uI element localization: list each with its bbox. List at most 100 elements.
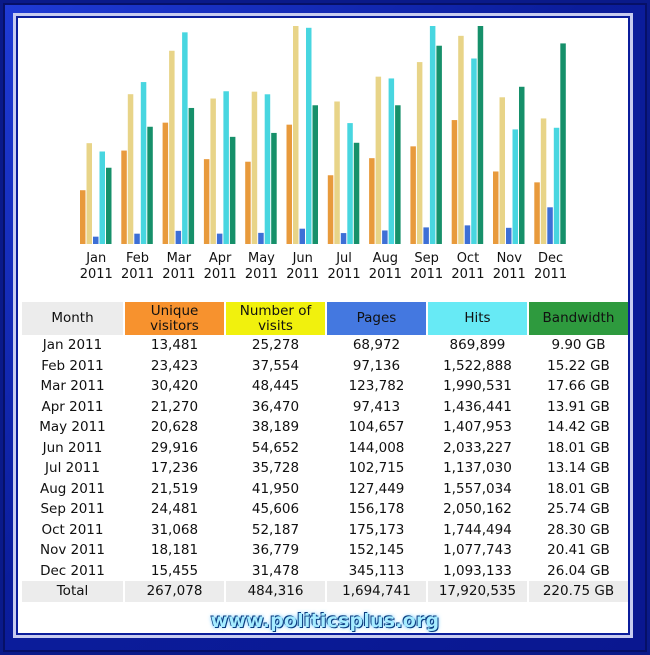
total-month: Total	[22, 581, 124, 602]
bar-unique-visitors-jul	[327, 175, 334, 244]
table-row: Oct 2011 31,068 52,187 175,173 1,744,494 28.3…	[22, 520, 628, 541]
x-tick-label: May	[248, 251, 275, 266]
bar-pages-jan	[93, 236, 99, 244]
cell-bandwidth: 25.74 GB	[547, 501, 610, 518]
cell-hits: 1,137,030	[443, 460, 512, 477]
cell-visitors: 21,519	[150, 480, 199, 497]
monthly-history-chart: Jan2011Feb2011Mar2011Apr2011May2011Jun20…	[80, 26, 567, 282]
x-tick-year-label: 2011	[162, 267, 195, 282]
total-bandwidth: 220.75 GB	[528, 581, 628, 602]
site-watermark: www.politicsplus.org	[210, 610, 440, 632]
header-unique-visitors: Unique visitors	[125, 302, 224, 335]
cell-visits: 54,652	[251, 439, 300, 456]
cell-visitors: 21,270	[150, 398, 199, 415]
bar-pages-sep	[423, 227, 429, 244]
monthly-stats-table: Month Unique visitors Number of visits P…	[20, 302, 630, 602]
bar-bandwidth-aug	[395, 105, 401, 245]
x-tick-year-label: 2011	[534, 267, 567, 282]
bar-number-of-visits-apr	[210, 98, 216, 244]
bar-unique-visitors-oct	[451, 120, 458, 244]
cell-visitors: 13,481	[150, 337, 199, 354]
cell-visits: 37,554	[251, 357, 300, 374]
cell-pages: 97,413	[352, 398, 401, 415]
cell-visits: 35,728	[251, 460, 300, 477]
cell-hits: 1,557,034	[443, 480, 512, 497]
bar-hits-may	[264, 94, 271, 244]
bar-bandwidth-nov	[519, 86, 525, 244]
bar-number-of-visits-jul	[334, 101, 340, 244]
x-tick-label: Apr	[209, 251, 232, 266]
x-tick-year-label: 2011	[410, 267, 443, 282]
x-tick-year-label: 2011	[245, 267, 278, 282]
bar-hits-jul	[347, 123, 353, 244]
table-row: Jan 2011 13,481 25,278 68,972 869,899 9.90 GB	[22, 335, 628, 356]
cell-pages: 144,008	[348, 439, 405, 456]
header-month: Month	[22, 302, 124, 335]
bar-hits-jun	[306, 27, 312, 244]
table-row: Jul 2011 17,236 35,728 102,715 1,137,030 13.1…	[22, 458, 628, 479]
cell-pages: 102,715	[348, 460, 405, 477]
bar-unique-visitors-may	[245, 161, 251, 244]
bar-bandwidth-dec	[560, 43, 566, 245]
x-tick-label: Jul	[335, 251, 352, 266]
header-hits: Hits	[427, 302, 527, 335]
cell-visits: 52,187	[251, 521, 300, 538]
bar-unique-visitors-sep	[410, 146, 416, 244]
table-row: May 2011 20,628 38,189 104,657 1,407,953 14.4…	[22, 417, 628, 438]
bar-number-of-visits-dec	[540, 118, 547, 244]
bar-bandwidth-jul	[353, 142, 360, 244]
bar-unique-visitors-apr	[203, 159, 210, 244]
bar-hits-mar	[182, 32, 188, 244]
bar-hits-jan	[99, 151, 105, 244]
bar-pages-jun	[299, 228, 305, 244]
bar-hits-nov	[512, 129, 518, 244]
cell-visits: 41,950	[251, 480, 300, 497]
bar-unique-visitors-jan	[80, 190, 86, 244]
bar-pages-jul	[340, 233, 347, 244]
x-tick-year-label: 2011	[451, 267, 484, 282]
cell-month: Feb 2011	[41, 357, 104, 374]
cell-month: Jun 2011	[42, 439, 103, 456]
cell-visitors: 30,420	[150, 378, 199, 395]
cell-bandwidth: 13.14 GB	[547, 460, 610, 477]
bar-hits-apr	[223, 91, 229, 244]
cell-month: Dec 2011	[40, 562, 105, 579]
bar-bandwidth-feb	[147, 126, 153, 244]
bar-unique-visitors-dec	[534, 182, 540, 244]
bar-unique-visitors-mar	[162, 122, 169, 244]
x-tick-label: Sep	[414, 251, 439, 266]
bar-bandwidth-oct	[477, 26, 484, 244]
cell-hits: 1,522,888	[443, 357, 512, 374]
cell-bandwidth: 14.42 GB	[547, 419, 610, 436]
x-tick-label: Jan	[85, 251, 106, 266]
cell-pages: 152,145	[348, 542, 405, 559]
header-bandwidth: Bandwidth	[528, 302, 628, 335]
cell-hits: 1,093,133	[443, 562, 512, 579]
x-tick-year-label: 2011	[80, 267, 113, 282]
bar-number-of-visits-oct	[458, 35, 464, 244]
cell-visitors: 17,236	[150, 460, 199, 477]
cell-visitors: 18,181	[150, 542, 199, 559]
table-row: Dec 2011 15,455 31,478 345,113 1,093,133 26.0…	[22, 561, 628, 582]
bar-hits-dec	[553, 127, 560, 244]
bar-hits-feb	[140, 82, 147, 245]
bar-number-of-visits-jun	[293, 26, 299, 244]
total-visitors: 267,078	[125, 581, 224, 602]
header-number-of-visits: Number of visits	[226, 302, 325, 335]
x-tick-year-label: 2011	[493, 267, 526, 282]
bar-bandwidth-jun	[312, 105, 318, 245]
cell-pages: 97,136	[352, 357, 401, 374]
bar-bandwidth-jan	[106, 167, 112, 244]
table-row: Jun 2011 29,916 54,652 144,008 2,033,227 18.0…	[22, 438, 628, 459]
cell-month: Mar 2011	[40, 378, 105, 395]
cell-visitors: 24,481	[150, 501, 199, 518]
bar-bandwidth-mar	[188, 107, 195, 244]
cell-visitors: 29,916	[150, 439, 199, 456]
table-row: Nov 2011 18,181 36,779 152,145 1,077,743 20.4…	[22, 540, 628, 561]
bar-pages-nov	[506, 227, 512, 244]
x-tick-label: Nov	[497, 251, 523, 266]
cell-pages: 345,113	[348, 562, 405, 579]
table-row: Apr 2011 21,270 36,470 97,413 1,436,441 13.91…	[22, 397, 628, 418]
bar-hits-oct	[471, 58, 477, 245]
bar-unique-visitors-feb	[121, 150, 127, 244]
